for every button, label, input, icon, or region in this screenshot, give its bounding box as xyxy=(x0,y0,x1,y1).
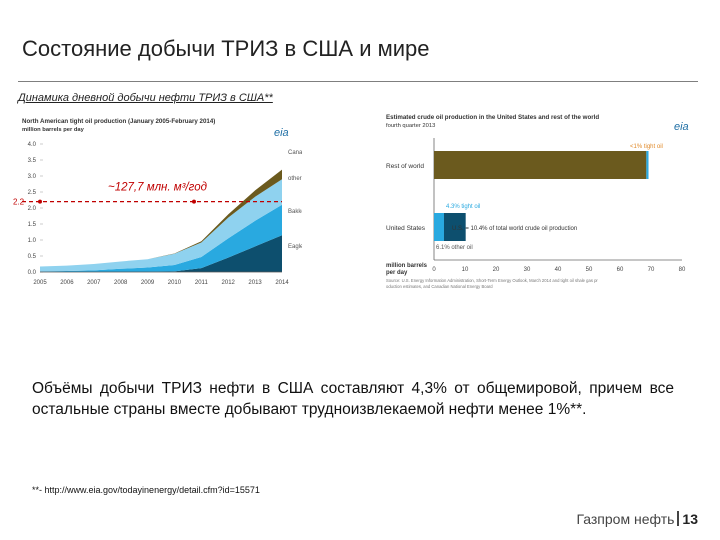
x-axis-label: per day xyxy=(386,270,408,276)
y-tick-label: 2.5 xyxy=(28,190,37,196)
x-tick-label: 2010 xyxy=(168,280,182,286)
bar-rest-of-world-other xyxy=(434,151,647,179)
tight-oil-area-chart: North American tight oil production (Jan… xyxy=(13,118,302,286)
slide-title: Состояние добычи ТРИЗ в США и мире xyxy=(22,36,430,61)
category-label: Rest of world xyxy=(386,163,424,170)
annotation-rest-tight: <1% tight oil xyxy=(630,144,663,150)
y-tick-label: 4.0 xyxy=(28,142,37,148)
y-tick-label: 1.5 xyxy=(28,222,37,228)
x-axis-label: million barrels xyxy=(386,263,428,269)
y-tick-label: 3.5 xyxy=(28,158,37,164)
x-tick-label: 2006 xyxy=(60,280,74,286)
annotation-mid-dot xyxy=(192,199,196,204)
x-tick-label: 30 xyxy=(524,267,531,273)
area-chart-ylabel: million barrels per day xyxy=(22,127,85,133)
x-tick-label: 2014 xyxy=(275,280,289,286)
x-tick-label: 40 xyxy=(555,267,562,273)
x-tick-label: 2011 xyxy=(195,280,209,286)
y-tick-label: 0.5 xyxy=(28,254,37,260)
eia-logo: eia xyxy=(274,127,289,139)
x-tick-label: 50 xyxy=(586,267,593,273)
x-tick-label: 2013 xyxy=(248,280,262,286)
x-tick-label: 20 xyxy=(493,267,500,273)
bar-us-other xyxy=(443,213,466,241)
area-series-other-u-s- xyxy=(40,179,282,272)
x-tick-label: 70 xyxy=(648,267,655,273)
x-tick-label: 60 xyxy=(617,267,624,273)
bar-chart-subtitle: fourth quarter 2013 xyxy=(386,123,435,129)
y-tick-label: 2.0 xyxy=(28,206,37,212)
annotation-us-other: 6.1% other oil xyxy=(436,245,473,251)
title-divider xyxy=(18,81,698,82)
chart-subtitle: Динамика дневной добычи нефти ТРИЗ в США… xyxy=(18,92,273,104)
x-tick-label: 2012 xyxy=(222,280,236,286)
annotation-start-dot xyxy=(38,199,42,204)
annotation-value-label: 2.2 xyxy=(13,198,25,207)
x-tick-label: 0 xyxy=(432,267,436,273)
footnote-link[interactable]: **- http://www.eia.gov/todayinenergy/det… xyxy=(32,485,260,495)
bar-chart-title: Estimated crude oil production in the Un… xyxy=(386,114,599,121)
legend-label-bakken: Bakken xyxy=(288,209,302,215)
legend-label-other-u-s-: other U.S. xyxy=(288,176,302,182)
annotation-callout: ~127,7 млн. м³/год xyxy=(108,182,207,194)
x-tick-label: 80 xyxy=(679,267,686,273)
bar-rest-of-world-tight xyxy=(646,151,649,179)
legend-label-eagle-ford: Eagle Ford xyxy=(288,244,302,250)
area-series-eagle-ford xyxy=(40,235,282,272)
y-tick-label: 3.0 xyxy=(28,174,37,180)
x-tick-label: 2005 xyxy=(33,280,47,286)
world-production-bar-chart: Estimated crude oil production in the Un… xyxy=(386,114,689,289)
x-tick-label: 2009 xyxy=(141,280,155,286)
x-tick-label: 10 xyxy=(462,267,469,273)
brand-separator xyxy=(677,511,680,526)
page-number: 13 xyxy=(682,511,698,527)
x-tick-label: 2007 xyxy=(87,280,101,286)
brand-footer: Газпром нефть 13 xyxy=(576,511,698,527)
brand-name: Газпром нефть xyxy=(576,511,675,527)
y-tick-label: 1.0 xyxy=(28,238,37,244)
source-note: Source: U.S. Energy Information Administ… xyxy=(386,278,598,289)
eia-logo: eia xyxy=(674,121,689,133)
annotation-us-tight: 4.3% tight oil xyxy=(446,204,480,210)
x-tick-label: 2008 xyxy=(114,280,128,286)
bar-us-tight xyxy=(434,213,444,241)
annotation-us-share: U.S. = 10.4% of total world crude oil pr… xyxy=(452,226,577,232)
area-chart-title: North American tight oil production (Jan… xyxy=(22,118,215,125)
category-label: United States xyxy=(386,225,426,232)
y-tick-label: 0.0 xyxy=(28,270,37,276)
area-series-bakken xyxy=(40,204,282,272)
legend-label-canada: Canada xyxy=(288,150,302,156)
body-paragraph: Объёмы добычи ТРИЗ нефти в США составляю… xyxy=(32,380,674,418)
